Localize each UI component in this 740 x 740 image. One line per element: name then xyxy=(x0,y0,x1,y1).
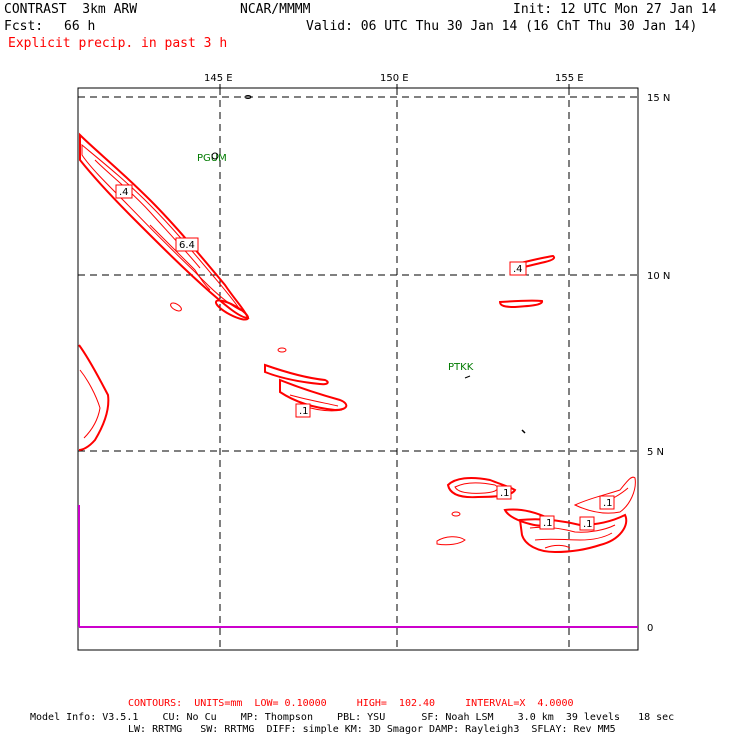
contour-nw-band-core xyxy=(94,159,201,269)
contour-se-east-core xyxy=(534,532,613,541)
contour-west-edge-outer xyxy=(78,344,110,451)
contour-se-east-core2 xyxy=(544,544,571,549)
contour-label-se4: .1 xyxy=(603,498,613,509)
map-frame xyxy=(77,87,639,651)
contour-central-upper xyxy=(264,363,329,386)
north-island xyxy=(244,95,252,99)
station-pgum: PGUM xyxy=(197,153,227,164)
contour-se-far-east xyxy=(573,476,636,514)
precip-contours xyxy=(78,132,636,554)
contour-central-core xyxy=(289,394,339,407)
contour-label-ne: .4 xyxy=(513,264,523,275)
contour-nw-tail xyxy=(214,299,250,321)
contour-central-small xyxy=(277,347,287,353)
axis-ticks xyxy=(219,84,570,88)
forecast-hours: 66 h xyxy=(64,19,96,34)
contour-se-small2 xyxy=(436,536,466,546)
contour-label-se1: .1 xyxy=(500,488,510,499)
contour-label-central: .1 xyxy=(299,406,309,417)
station-ptkk: PTKK xyxy=(448,362,474,373)
contour-ne-lower xyxy=(498,299,543,309)
lat-label-5n: 5 N xyxy=(647,447,664,458)
lat-label-10n: 10 N xyxy=(647,271,670,282)
chuuk-island xyxy=(464,375,471,379)
lon-label-150e: 150 E xyxy=(380,73,409,84)
contour-nw-band-core2 xyxy=(149,224,211,291)
contour-west-edge-inner xyxy=(79,369,101,439)
contour-label-nw: .4 xyxy=(119,187,129,198)
center-title: NCAR/MMMM xyxy=(240,2,311,17)
contours-info: CONTOURS: UNITS=mm LOW= 0.10000 HIGH= 10… xyxy=(128,698,574,709)
forecast-label: Fcst: xyxy=(4,19,44,34)
contour-labels: .4 6.4 .1 .4 .1 .1 .1 .1 xyxy=(115,184,615,531)
model-info-line2: LW: RRTMG SW: RRTMG DIFF: simple KM: 3D … xyxy=(128,724,616,735)
contour-se-west-outer xyxy=(446,476,517,499)
guam-island xyxy=(211,152,219,160)
contour-label-se2: .1 xyxy=(543,518,553,529)
lat-label-0: 0 xyxy=(647,623,653,634)
contour-se-small1 xyxy=(451,511,461,517)
lon-label-155e: 155 E xyxy=(555,73,584,84)
lat-lon-grid xyxy=(78,88,638,650)
contour-se-east-outer xyxy=(518,513,628,554)
contour-central-mid xyxy=(279,378,348,412)
lat-label-15n: 15 N xyxy=(647,93,670,104)
small-island xyxy=(521,429,526,434)
contour-se-west-inner xyxy=(454,482,498,494)
field-title: Explicit precip. in past 3 h xyxy=(8,36,228,51)
model-info-line1: Model Info: V3.5.1 CU: No Cu MP: Thompso… xyxy=(30,712,675,723)
model-title: CONTRAST 3km ARW xyxy=(4,2,138,17)
contour-label-nw-max: 6.4 xyxy=(179,240,195,251)
contour-nw-small xyxy=(170,302,182,312)
valid-time: Valid: 06 UTC Thu 30 Jan 14 (16 ChT Thu … xyxy=(306,19,698,34)
init-time: Init: 12 UTC Mon 27 Jan 14 xyxy=(513,2,717,17)
lon-label-145e: 145 E xyxy=(204,73,233,84)
contour-label-se3: .1 xyxy=(583,519,593,530)
